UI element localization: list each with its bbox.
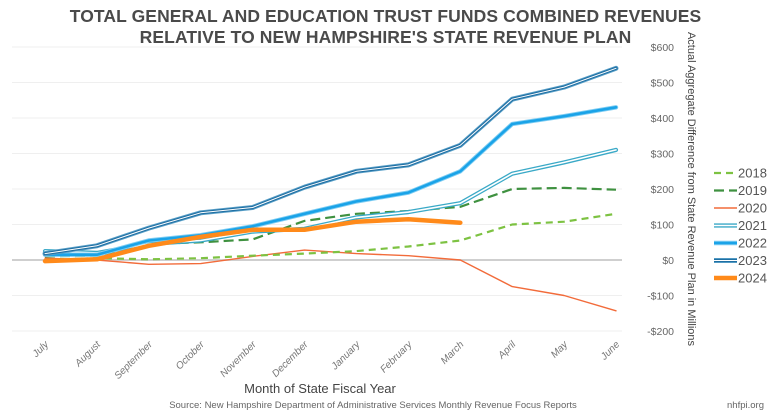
series-lines xyxy=(42,65,619,312)
x-tick-label: September xyxy=(113,339,156,382)
y-tick-label: $0 xyxy=(662,255,674,267)
chart-title-line1: TOTAL GENERAL AND EDUCATION TRUST FUNDS … xyxy=(69,6,702,26)
legend-item-2024: 2024 xyxy=(714,271,767,286)
x-tick-label: April xyxy=(496,339,519,362)
y-tick-label: $600 xyxy=(651,42,675,54)
x-tick-label: October xyxy=(174,339,207,372)
x-axis-ticks: July August September October November Decemb… xyxy=(30,338,622,381)
series-line-2022-inner xyxy=(43,106,618,256)
series-line-2024 xyxy=(42,216,463,264)
source-note: Source: New Hampshire Department of Admi… xyxy=(169,400,577,411)
y-tick-label: $400 xyxy=(651,113,675,125)
credit-note: nhfpi.org xyxy=(727,400,764,411)
gridlines xyxy=(12,46,622,332)
x-tick-label: August xyxy=(73,338,104,369)
legend-item-2018: 2018 xyxy=(714,166,767,181)
legend-label: 2023 xyxy=(738,253,767,268)
x-tick-label: December xyxy=(270,339,311,380)
x-axis-label: Month of State Fiscal Year xyxy=(244,381,396,396)
legend-label: 2024 xyxy=(738,271,767,286)
legend-item-2022: 2022 xyxy=(714,236,767,251)
series-2022 xyxy=(42,105,619,257)
x-tick-label: March xyxy=(439,339,467,367)
legend: 2018 2019 2020 2021 2022 2023 2024 xyxy=(714,166,767,286)
series-2023 xyxy=(42,65,619,257)
y-tick-label: -$200 xyxy=(647,326,674,338)
y-tick-label: $100 xyxy=(651,220,675,232)
legend-label: 2020 xyxy=(738,201,767,216)
legend-item-2019: 2019 xyxy=(714,183,767,198)
legend-label: 2022 xyxy=(738,236,767,251)
chart-title: TOTAL GENERAL AND EDUCATION TRUST FUNDS … xyxy=(0,6,771,48)
y-axis-label: Actual Aggregate Difference from State R… xyxy=(685,32,697,347)
x-tick-label: May xyxy=(549,339,571,361)
series-line-2020 xyxy=(44,249,617,312)
legend-label: 2021 xyxy=(738,218,767,233)
series-line-2023-inner xyxy=(44,67,617,255)
chart-title-line2: RELATIVE TO NEW HAMPSHIRE'S STATE REVENU… xyxy=(139,27,632,47)
legend-item-2020: 2020 xyxy=(714,201,767,216)
legend-label: 2019 xyxy=(738,183,767,198)
legend-label: 2018 xyxy=(738,166,767,181)
series-line-2021-inner xyxy=(44,149,617,254)
series-line-2021 xyxy=(42,147,619,255)
x-tick-label: July xyxy=(30,339,52,361)
series-2020 xyxy=(44,249,617,312)
series-2021 xyxy=(42,147,619,255)
x-tick-label: January xyxy=(329,339,363,373)
y-tick-label: $500 xyxy=(651,78,675,90)
legend-item-2023: 2023 xyxy=(714,253,767,268)
x-tick-label: February xyxy=(378,339,415,376)
y-axis-ticks: $600 $500 $400 $300 $200 $100 $0 -$100 -$200 xyxy=(647,42,674,338)
y-tick-label: -$100 xyxy=(647,291,674,303)
series-2024 xyxy=(42,216,463,264)
x-tick-label: November xyxy=(218,339,259,380)
legend-item-2021: 2021 xyxy=(714,218,767,233)
x-tick-label: June xyxy=(598,339,622,363)
y-tick-label: $200 xyxy=(651,184,675,196)
y-tick-label: $300 xyxy=(651,149,675,161)
